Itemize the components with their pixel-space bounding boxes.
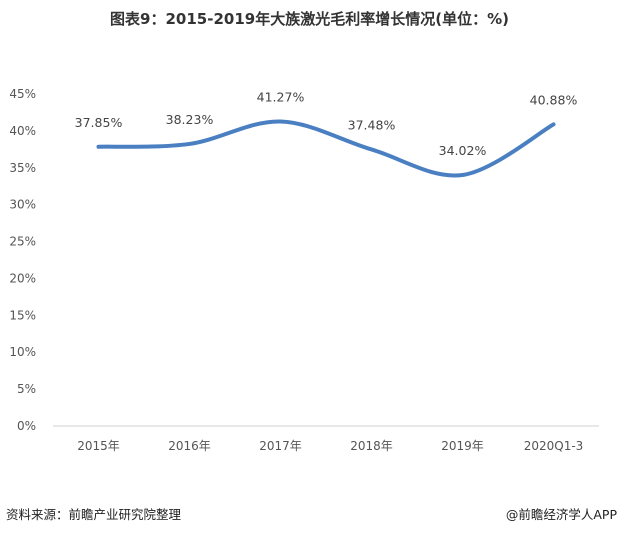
x-tick-label: 2016年 (168, 439, 211, 453)
data-label: 41.27% (257, 90, 305, 105)
data-label: 37.85% (75, 115, 123, 130)
y-tick-label: 25% (9, 235, 36, 249)
y-tick-label: 30% (9, 198, 36, 212)
y-tick-label: 15% (9, 308, 36, 322)
credit-note: @前瞻经济学人APP (505, 507, 617, 522)
data-label: 40.88% (530, 92, 578, 107)
y-tick-label: 45% (9, 87, 36, 101)
data-label: 37.48% (348, 117, 396, 132)
source-note: 资料来源：前瞻产业研究院整理 (6, 507, 182, 522)
data-label: 34.02% (439, 143, 487, 158)
y-tick-label: 20% (9, 271, 36, 285)
y-tick-label: 40% (9, 124, 36, 138)
y-tick-label: 5% (17, 382, 36, 396)
x-tick-label: 2018年 (350, 439, 393, 453)
x-tick-label: 2019年 (441, 439, 484, 453)
x-tick-label: 2017年 (259, 439, 302, 453)
data-label: 38.23% (166, 112, 214, 127)
chart-title: 图表9：2015-2019年大族激光毛利率增长情况(单位：%) (110, 10, 509, 28)
y-tick-label: 10% (9, 345, 36, 359)
x-tick-label: 2015年 (77, 439, 120, 453)
series-line (96, 119, 556, 178)
y-tick-label: 0% (17, 419, 36, 433)
x-tick-label: 2020Q1-3 (524, 439, 584, 453)
y-tick-label: 35% (9, 161, 36, 175)
